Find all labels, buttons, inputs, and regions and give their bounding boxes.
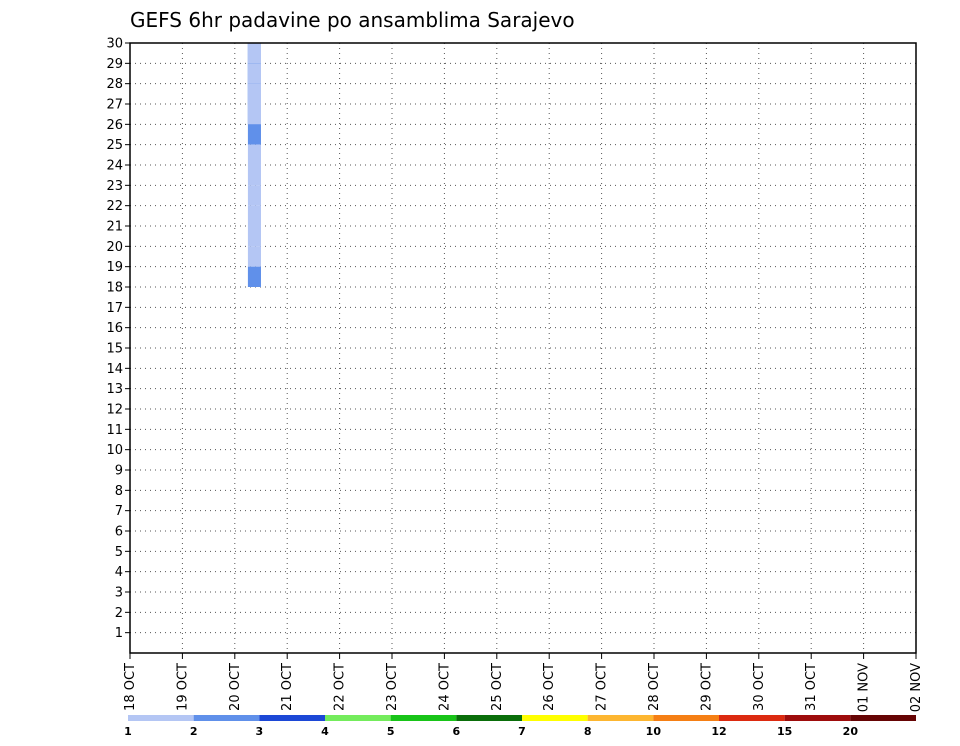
y-tick-label: 12: [106, 403, 123, 418]
y-tick-label: 11: [106, 423, 123, 438]
y-tick-label: 14: [106, 362, 123, 377]
y-tick-label: 6: [115, 525, 123, 540]
legend-label: 7: [518, 725, 526, 738]
legend-label: 3: [256, 725, 264, 738]
y-tick-label: 18: [106, 281, 123, 296]
x-tick-label: 23 OCT: [385, 663, 400, 711]
x-tick-label: 31 OCT: [804, 663, 819, 711]
y-tick-label: 1: [115, 626, 123, 641]
x-tick-label: 20 OCT: [228, 663, 243, 711]
x-tick-label: 19 OCT: [175, 663, 190, 711]
y-tick-label: 22: [106, 199, 123, 214]
y-tick-label: 23: [106, 179, 123, 194]
x-tick-label: 28 OCT: [647, 663, 662, 711]
legend-swatch: [522, 715, 588, 721]
x-tick-label: 01 NOV: [857, 663, 872, 712]
data-cell: [247, 185, 261, 206]
y-tick-label: 26: [106, 118, 123, 133]
legend-swatch: [850, 715, 916, 721]
color-legend: 1 2 3 4 5 6 7 8 10 12 15 20: [124, 715, 916, 738]
data-cell: [247, 266, 261, 287]
chart-title: GEFS 6hr padavine po ansamblima Sarajevo: [130, 8, 575, 32]
y-tick-label: 13: [106, 382, 123, 397]
x-tick-label: 27 OCT: [595, 663, 610, 711]
data-cell: [247, 144, 261, 165]
legend-swatch: [325, 715, 391, 721]
y-tick-label: 28: [106, 77, 123, 92]
x-tick-label: 26 OCT: [542, 663, 557, 711]
x-tick-label: 18 OCT: [123, 663, 138, 711]
legend-swatch: [784, 715, 851, 721]
legend-swatch: [653, 715, 719, 721]
x-tick-label: 22 OCT: [333, 663, 348, 711]
y-tick-label: 30: [106, 37, 123, 52]
y-tick-label: 8: [115, 484, 123, 499]
y-tick-label: 25: [106, 138, 123, 153]
y-tick-label: 16: [106, 321, 123, 336]
data-cell: [247, 205, 261, 226]
x-tick-label: 25 OCT: [490, 663, 505, 711]
legend-label: 20: [843, 725, 859, 738]
legend-label: 10: [646, 725, 662, 738]
legend-swatch: [456, 715, 522, 721]
legend-label: 8: [584, 725, 592, 738]
x-tick-label: 02 NOV: [909, 663, 924, 712]
legend-label: 5: [387, 725, 395, 738]
y-tick-label: 29: [106, 57, 123, 72]
y-axis: 1234567891011121314151617181920212223242…: [106, 37, 130, 641]
data-cell: [247, 246, 261, 267]
legend-label: 15: [777, 725, 792, 738]
legend-label: 1: [124, 725, 132, 738]
y-tick-label: 7: [115, 504, 123, 519]
legend-swatch: [128, 715, 194, 721]
legend-label: 2: [190, 725, 198, 738]
legend-swatch: [193, 715, 260, 721]
legend-swatch: [259, 715, 325, 721]
data-cell: [247, 226, 261, 247]
y-tick-label: 3: [115, 586, 123, 601]
y-tick-label: 19: [106, 260, 123, 275]
y-tick-label: 21: [106, 220, 123, 235]
data-cell: [247, 43, 261, 64]
data-cell: [247, 63, 261, 84]
x-tick-label: 21 OCT: [280, 663, 295, 711]
legend-swatch: [390, 715, 457, 721]
x-tick-label: 30 OCT: [752, 663, 767, 711]
data-cells: [247, 43, 261, 287]
y-tick-label: 2: [115, 606, 123, 621]
y-tick-label: 20: [106, 240, 123, 255]
legend-label: 4: [321, 725, 329, 738]
data-cell: [247, 165, 261, 186]
x-axis: 18 OCT 19 OCT 20 OCT 21 OCT 22 OCT 23 OCT 24 O…: [123, 653, 924, 712]
data-cell: [247, 104, 261, 125]
data-cell: [247, 124, 261, 145]
legend-swatch: [587, 715, 654, 721]
legend-swatch: [719, 715, 785, 721]
y-tick-label: 17: [106, 301, 123, 316]
x-tick-label: 24 OCT: [437, 663, 452, 711]
y-tick-label: 4: [115, 565, 123, 580]
y-tick-label: 9: [115, 464, 123, 479]
x-tick-label: 29 OCT: [699, 663, 714, 711]
legend-label: 12: [711, 725, 726, 738]
y-tick-label: 15: [106, 342, 123, 357]
y-tick-label: 5: [115, 545, 123, 560]
y-tick-label: 27: [106, 98, 123, 113]
y-tick-label: 10: [106, 443, 123, 458]
data-cell: [247, 83, 261, 104]
y-tick-label: 24: [106, 159, 123, 174]
legend-label: 6: [453, 725, 461, 738]
